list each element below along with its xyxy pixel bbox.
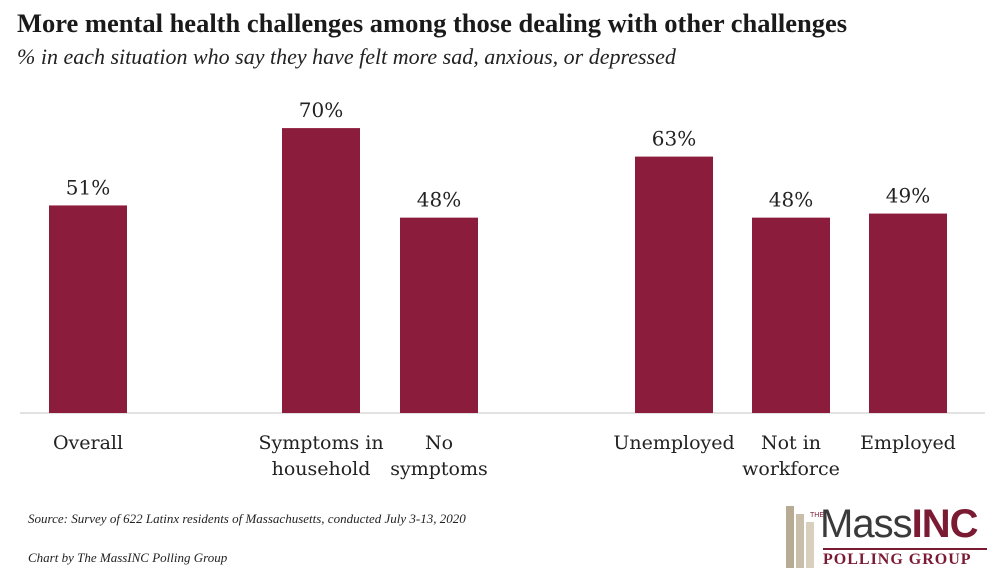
bar-chart: 51% Overall 70% Symptoms in household 48% No sy… [20,98,985,480]
bar [400,217,478,413]
category-label-line: Overall [53,432,123,454]
data-label: 51% [66,175,110,199]
chart-subtitle: % in each situation who say they have fe… [17,44,676,69]
bar [282,128,360,413]
logo-inc: INC [911,502,979,546]
logo-mass: Mass [820,502,913,546]
logo-polling-group: POLLING GROUP [823,548,987,570]
bar [752,217,830,413]
category-label-line: No [425,432,453,454]
category-label-line: workforce [742,458,840,480]
bar [635,156,713,413]
category-label: Unemployed [613,432,734,454]
bar [49,205,127,413]
logo-bars [786,506,814,568]
chart-credit: Chart by The MassINC Polling Group [28,550,228,565]
category-label: Overall [53,432,123,454]
logo-wordmark: MassINC [820,502,979,547]
category-label-line: Symptoms in [258,432,383,454]
massinc-logo: THE MassINC POLLING GROUP [786,502,996,572]
category-label: Not in workforce [742,432,840,480]
data-label: 49% [886,184,930,208]
category-label-line: household [272,458,371,480]
logo-the: THE [810,512,824,519]
category-label-line: Employed [860,432,956,454]
category-label-line: symptoms [390,458,488,480]
category-label-line: Not in [761,432,821,454]
category-label: No symptoms [390,432,488,480]
category-label: Symptoms in household [258,432,383,480]
category-label: Employed [860,432,956,454]
data-label: 70% [299,98,343,122]
source-note: Source: Survey of 622 Latinx residents o… [28,511,466,526]
category-label-line: Unemployed [613,432,734,454]
data-label: 48% [769,188,813,212]
data-label: 48% [417,188,461,212]
data-label: 63% [652,127,696,151]
bar [869,213,947,413]
chart-title: More mental health challenges among thos… [17,8,848,38]
